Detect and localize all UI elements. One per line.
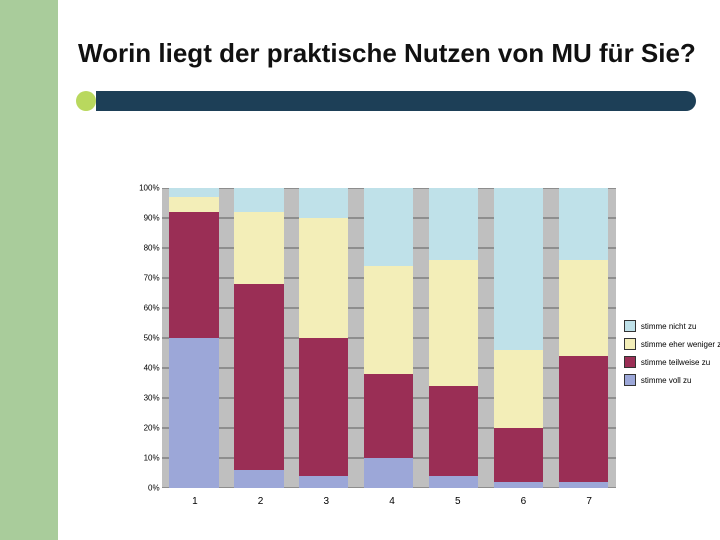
bar-segment-nicht — [429, 188, 478, 260]
y-tick: 10% — [144, 454, 160, 463]
bar-segment-nicht — [494, 188, 543, 350]
bar — [299, 188, 348, 488]
legend-item: stimme teilweise zu — [624, 356, 720, 368]
y-axis: 0%10%20%30%40%50%60%70%80%90%100% — [128, 188, 162, 518]
bar-slot — [356, 188, 421, 488]
bar-slot — [226, 188, 291, 488]
y-tick: 60% — [144, 304, 160, 313]
x-tick: 4 — [359, 488, 425, 512]
legend-swatch — [624, 338, 636, 350]
bar-slot — [551, 188, 616, 488]
bar-segment-voll — [299, 476, 348, 488]
bar-segment-weniger — [429, 260, 478, 386]
bar-slot — [421, 188, 486, 488]
bar-segment-nicht — [364, 188, 413, 266]
bar-segment-voll — [364, 458, 413, 488]
x-tick: 5 — [425, 488, 491, 512]
bar-segment-weniger — [559, 260, 608, 356]
bar-segment-weniger — [299, 218, 348, 338]
chart: 0%10%20%30%40%50%60%70%80%90%100% stimme… — [128, 188, 720, 518]
bar-segment-nicht — [234, 188, 283, 212]
bar-segment-teil — [429, 386, 478, 476]
legend-swatch — [624, 356, 636, 368]
legend-swatch — [624, 374, 636, 386]
legend-item: stimme voll zu — [624, 374, 720, 386]
bar — [429, 188, 478, 488]
slide: Worin liegt der praktische Nutzen von MU… — [0, 0, 720, 540]
bar-segment-nicht — [299, 188, 348, 218]
legend: stimme nicht zu stimme eher weniger zu sti… — [616, 188, 720, 518]
bar-segment-nicht — [169, 188, 218, 197]
legend-swatch — [624, 320, 636, 332]
content-area: Worin liegt der praktische Nutzen von MU… — [58, 0, 720, 540]
plot-area — [162, 188, 616, 488]
y-tick: 20% — [144, 424, 160, 433]
y-tick: 70% — [144, 274, 160, 283]
bar-segment-weniger — [494, 350, 543, 428]
accent-bar — [96, 91, 696, 111]
bar-slot — [291, 188, 356, 488]
bar-segment-teil — [494, 428, 543, 482]
x-tick: 2 — [228, 488, 294, 512]
accent-dot — [76, 91, 96, 111]
bar-segment-weniger — [234, 212, 283, 284]
bar-slot — [486, 188, 551, 488]
accent-rule — [82, 87, 696, 133]
bar-segment-teil — [559, 356, 608, 482]
bar-segment-weniger — [364, 266, 413, 374]
legend-label: stimme teilweise zu — [641, 358, 710, 367]
x-tick: 3 — [293, 488, 359, 512]
bar-segment-weniger — [169, 197, 218, 212]
x-tick: 7 — [556, 488, 622, 512]
y-tick: 40% — [144, 364, 160, 373]
y-tick: 90% — [144, 214, 160, 223]
legend-item: stimme nicht zu — [624, 320, 720, 332]
bar-segment-teil — [234, 284, 283, 470]
legend-label: stimme nicht zu — [641, 322, 697, 331]
bar-segment-teil — [169, 212, 218, 338]
side-accent — [0, 0, 58, 540]
bar — [234, 188, 283, 488]
bar — [494, 188, 543, 488]
y-tick: 0% — [148, 484, 160, 493]
bars-container — [162, 188, 616, 488]
legend-item: stimme eher weniger zu — [624, 338, 720, 350]
bar-segment-nicht — [559, 188, 608, 260]
bar-slot — [162, 188, 227, 488]
legend-label: stimme eher weniger zu — [641, 340, 720, 349]
y-tick: 50% — [144, 334, 160, 343]
bar-segment-voll — [429, 476, 478, 488]
page-title: Worin liegt der praktische Nutzen von MU… — [78, 38, 700, 69]
x-tick: 6 — [491, 488, 557, 512]
bar-segment-voll — [169, 338, 218, 488]
y-tick: 30% — [144, 394, 160, 403]
bar-segment-teil — [364, 374, 413, 458]
bar — [559, 188, 608, 488]
x-axis: 1234567 — [162, 488, 622, 512]
title-block: Worin liegt der praktische Nutzen von MU… — [58, 0, 720, 75]
y-tick: 80% — [144, 244, 160, 253]
legend-label: stimme voll zu — [641, 376, 692, 385]
bar-segment-teil — [299, 338, 348, 476]
bar — [169, 188, 218, 488]
x-tick: 1 — [162, 488, 228, 512]
y-tick: 100% — [139, 184, 159, 193]
bar — [364, 188, 413, 488]
bar-segment-voll — [234, 470, 283, 488]
